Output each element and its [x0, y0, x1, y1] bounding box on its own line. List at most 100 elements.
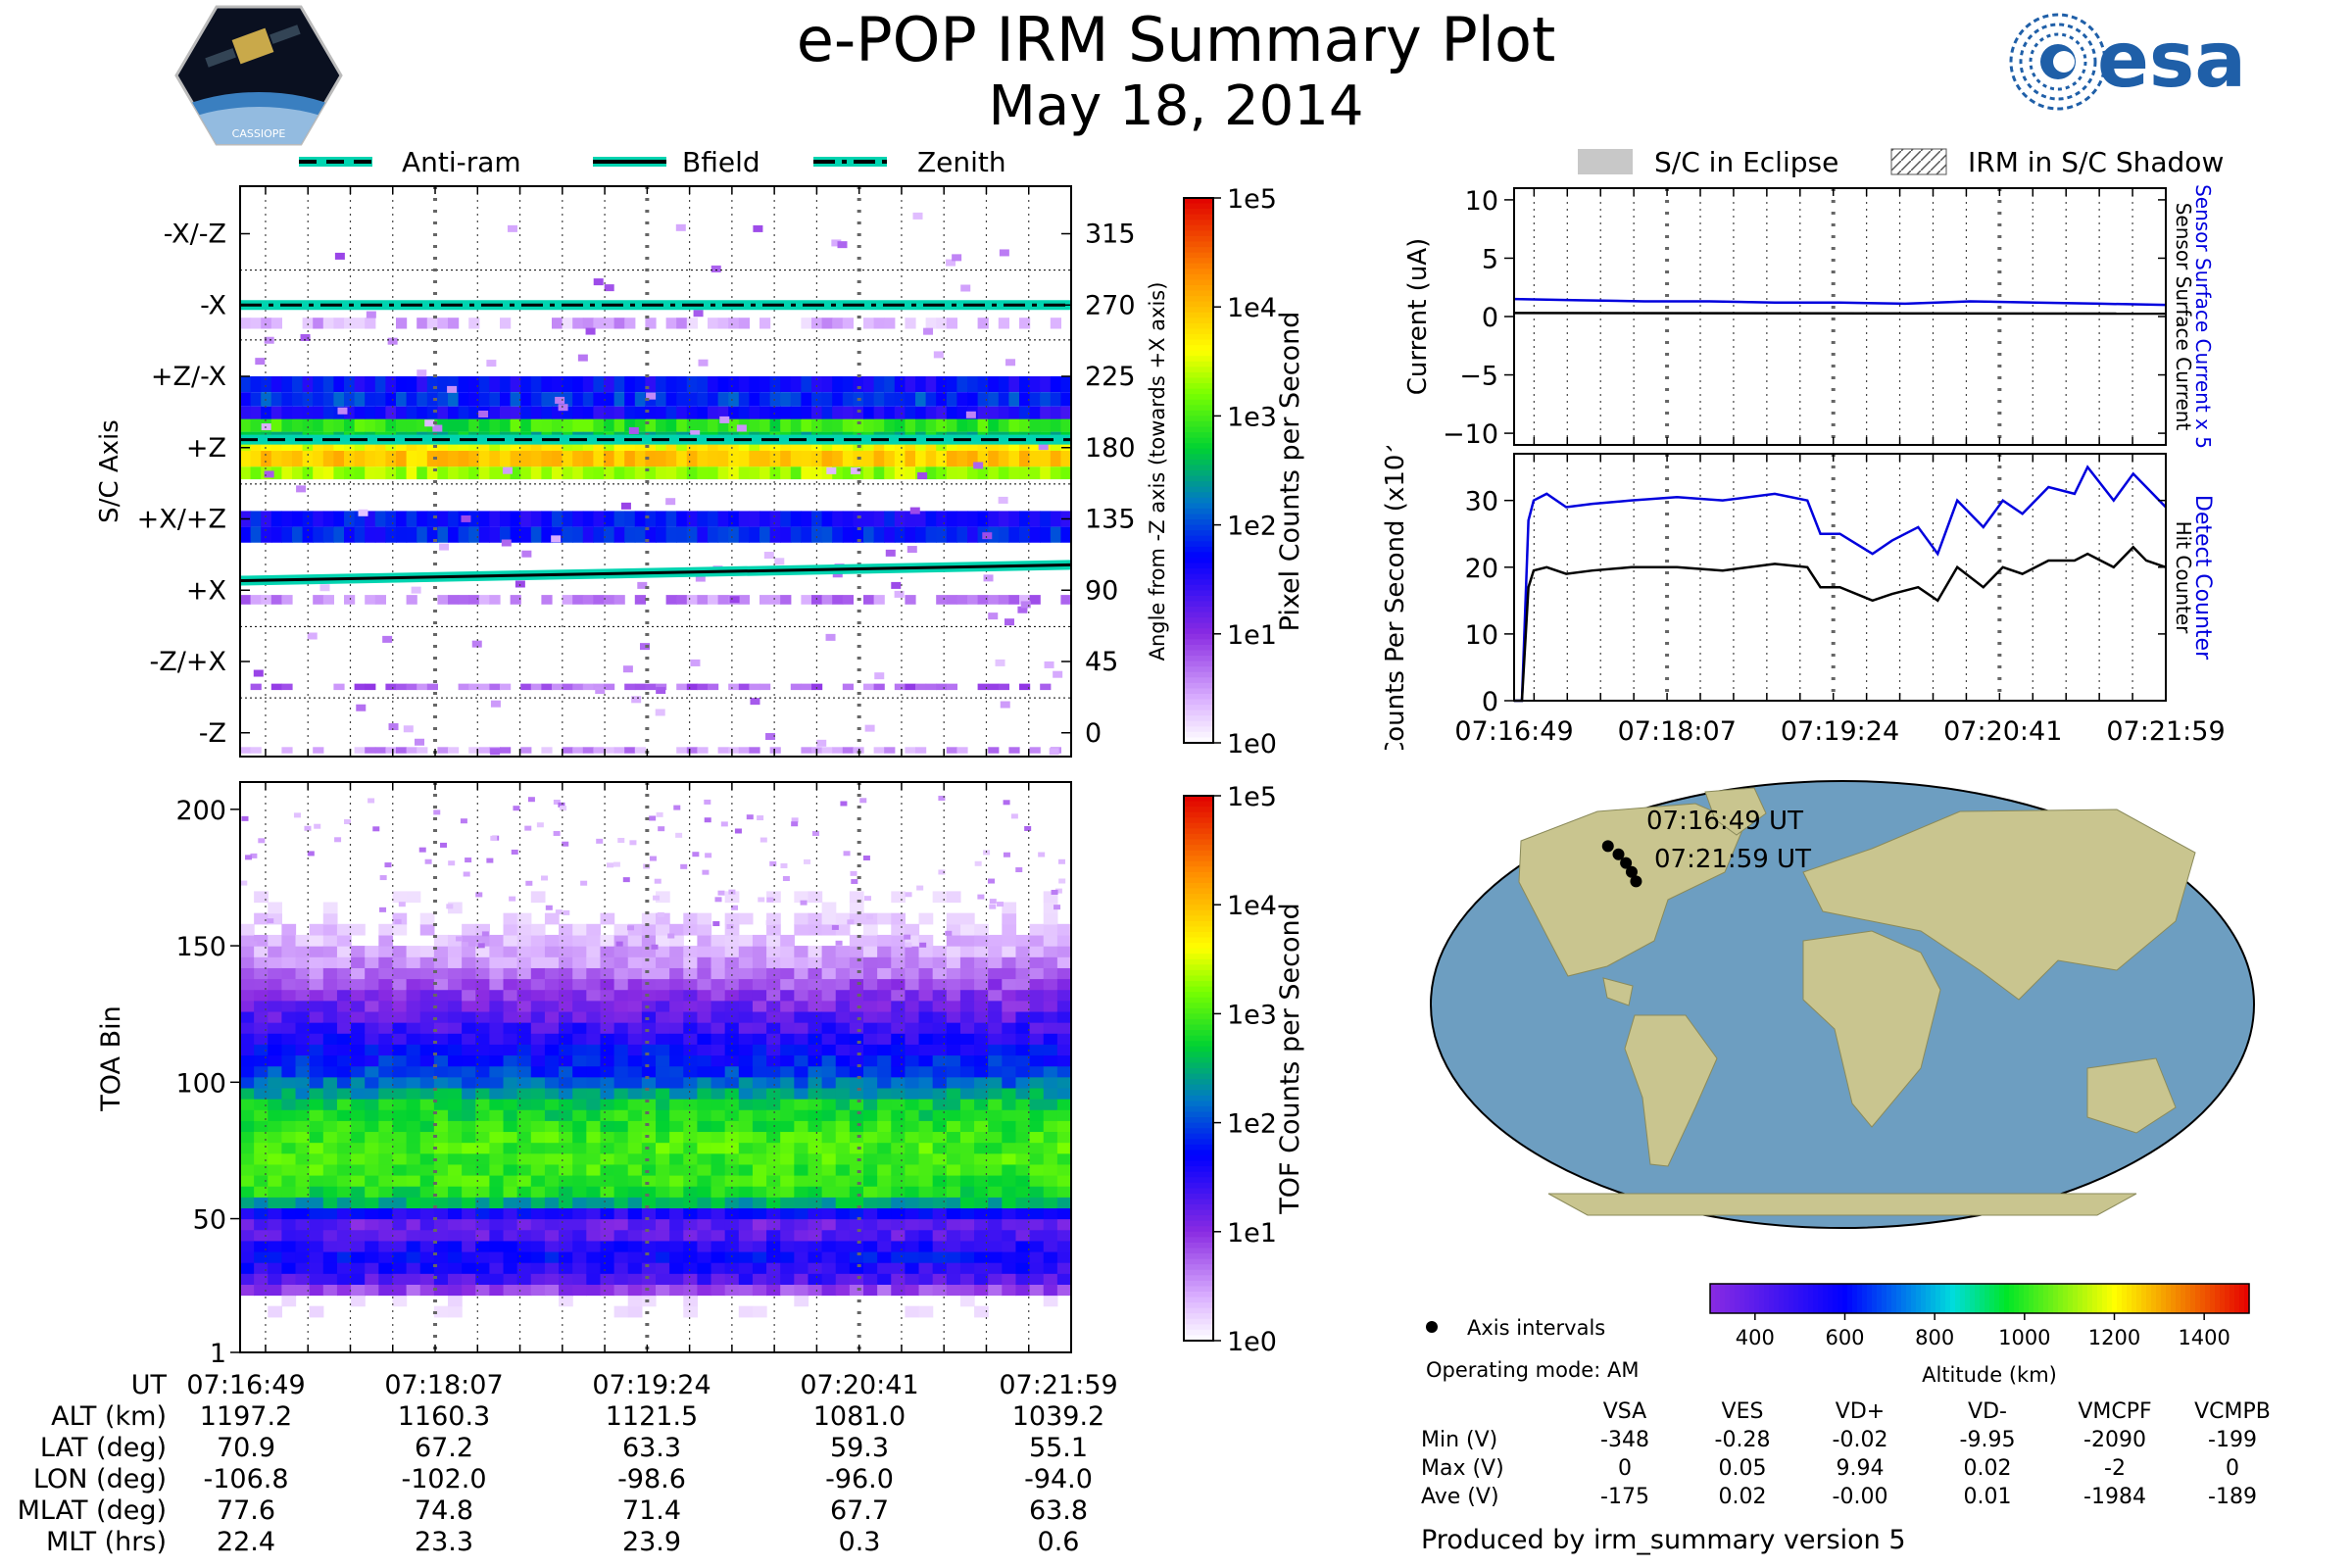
heatmap-cell — [891, 1099, 906, 1110]
heatmap-cell — [503, 967, 518, 980]
heatmap-cell — [336, 1240, 352, 1252]
heatmap-cell — [917, 472, 928, 480]
colorbar-segment — [1720, 1284, 1726, 1313]
heatmap-cell — [530, 416, 542, 432]
heatmap-cell — [572, 318, 584, 329]
heatmap-cell — [1015, 1076, 1031, 1089]
y-tick-label: 50 — [193, 1205, 226, 1236]
heatmap-cell — [281, 1174, 297, 1187]
heatmap-cell — [365, 595, 376, 605]
heatmap-cell — [254, 1054, 269, 1067]
heatmap-cell — [392, 1250, 408, 1263]
heatmap-cell — [475, 1142, 490, 1154]
heatmap-cell — [240, 1022, 255, 1034]
heatmap-cell — [240, 880, 248, 886]
heatmap-cell — [478, 441, 490, 451]
heatmap-cell — [240, 1120, 255, 1133]
x-tick-label: 07:16:49 — [1454, 716, 1573, 747]
heatmap-cell — [270, 392, 282, 407]
colorbar-segment — [1818, 1284, 1824, 1313]
colorbar-tick-label: 1000 — [1998, 1326, 2050, 1349]
heatmap-cell — [365, 1262, 379, 1274]
y2-tick-label: 270 — [1085, 290, 1136, 320]
colorbar-segment — [1184, 241, 1213, 248]
heatmap-cell — [448, 511, 460, 527]
heatmap-cell — [801, 406, 812, 419]
heatmap-cell — [295, 989, 311, 1002]
heatmap-cell — [842, 466, 854, 480]
heatmap-cell — [738, 406, 750, 419]
heatmap-cell — [766, 978, 781, 991]
heatmap-cell — [520, 376, 532, 393]
heatmap-cell — [240, 1197, 255, 1209]
heatmap-cell — [752, 1022, 767, 1034]
heatmap-cell — [849, 1076, 864, 1089]
heatmap-cell — [268, 1142, 282, 1154]
heatmap-cell — [240, 934, 255, 947]
heatmap-cell — [385, 392, 397, 407]
heatmap-cell — [1056, 1033, 1072, 1045]
heatmap-cell — [322, 967, 338, 980]
heatmap-cell — [385, 747, 397, 754]
heatmap-cell — [475, 1174, 490, 1187]
heatmap-cell — [749, 406, 760, 419]
heatmap-cell — [336, 1099, 352, 1110]
heatmap-cell — [627, 1120, 643, 1133]
heatmap-cell — [905, 1305, 920, 1318]
heatmap-cell — [738, 466, 750, 480]
heatmap-cell — [946, 1218, 961, 1231]
heatmap-cell — [717, 747, 729, 754]
current-legend: S/C in Eclipse IRM in S/C Shadow — [1578, 146, 2224, 178]
heatmap-cell — [419, 1240, 435, 1252]
heatmap-cell — [808, 1163, 823, 1176]
heatmap-cell — [946, 1131, 961, 1144]
heatmap-cell — [835, 1273, 851, 1285]
heatmap-cell — [240, 1044, 255, 1056]
heatmap-cell — [240, 1207, 255, 1220]
colorbar-segment — [1872, 1284, 1878, 1313]
heatmap-cell — [821, 416, 833, 432]
voltage-cell: -2 — [2104, 1456, 2126, 1481]
heatmap-cell — [634, 595, 646, 605]
heatmap-cell — [988, 956, 1003, 968]
heatmap-cell — [1043, 923, 1058, 936]
heatmap-cell — [835, 1065, 851, 1078]
heatmap-cell — [708, 416, 719, 432]
heatmap-cell — [426, 511, 438, 527]
heatmap-cell — [1029, 1065, 1045, 1078]
heatmap-cell — [261, 392, 272, 407]
heatmap-cell — [724, 1240, 740, 1252]
altitude-colorbar-label: Altitude (km) — [1922, 1363, 2057, 1387]
heatmap-cell — [500, 376, 512, 393]
heatmap-cell — [458, 416, 469, 432]
colorbar-segment — [1906, 1284, 1912, 1313]
colorbar-segment — [1184, 856, 1213, 862]
heatmap-cell — [489, 511, 501, 527]
heatmap-cell — [780, 1250, 795, 1263]
heatmap-cell — [959, 1076, 975, 1089]
heatmap-cell — [697, 406, 709, 419]
colorbar-segment — [1184, 682, 1213, 689]
voltage-header: VD+ — [1835, 1399, 1886, 1424]
heatmap-cell — [673, 805, 681, 810]
heatmap-cell — [385, 416, 397, 432]
heatmap-cell — [974, 978, 989, 991]
heatmap-cell — [710, 1000, 726, 1012]
heatmap-cell — [894, 450, 906, 467]
heatmap-cell — [794, 1163, 809, 1176]
heatmap-cell — [766, 946, 781, 957]
heatmap-cell — [738, 956, 754, 968]
heatmap-cell — [433, 1000, 449, 1012]
heatmap-cell — [448, 1273, 463, 1285]
heatmap-cell — [766, 1284, 781, 1297]
heatmap-cell — [314, 823, 321, 829]
heatmap-cell — [656, 934, 670, 947]
heatmap-cell — [433, 1284, 449, 1297]
heatmap-cell — [634, 392, 646, 407]
heatmap-cell — [884, 406, 896, 419]
heatmap-cell — [468, 406, 480, 419]
heatmap-cell — [419, 1229, 435, 1242]
heatmap-cell — [406, 1273, 421, 1285]
heatmap-cell — [486, 858, 494, 863]
heatmap-cell — [752, 1087, 767, 1100]
